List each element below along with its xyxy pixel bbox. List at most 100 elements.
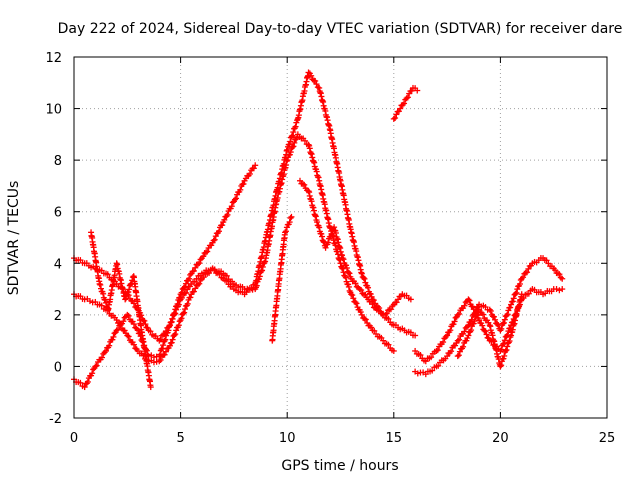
- data-point-interp: [359, 290, 366, 297]
- data-point-interp: [89, 370, 96, 377]
- data-point-interp: [393, 111, 400, 118]
- data-point-interp: [343, 262, 350, 269]
- data-point-interp: [292, 123, 299, 130]
- data-point-interp: [160, 342, 167, 349]
- data-point: [397, 105, 404, 112]
- data-point-interp: [186, 275, 193, 282]
- data-point-interp: [502, 347, 509, 354]
- data-point-interp: [514, 286, 521, 293]
- data-point-interp: [286, 141, 293, 148]
- data-point: [96, 280, 103, 287]
- data-point-interp: [224, 211, 231, 218]
- y-tick-label: 10: [45, 103, 62, 118]
- data-point-interp: [172, 306, 179, 313]
- data-point-interp: [106, 342, 113, 349]
- data-point-interp: [290, 143, 297, 150]
- data-point-interp: [287, 149, 294, 156]
- data-point-interp: [132, 324, 139, 331]
- data-point-interp: [100, 290, 107, 297]
- data-point-interp: [197, 277, 204, 284]
- data-point-interp: [512, 290, 519, 297]
- data-point-interp: [169, 336, 176, 343]
- data-point-interp: [125, 333, 132, 340]
- data-point-interp: [110, 333, 117, 340]
- data-point-interp: [194, 261, 201, 268]
- data-point-interp: [159, 345, 166, 352]
- data-point: [122, 296, 129, 303]
- data-point-interp: [121, 327, 128, 334]
- data-point-interp: [429, 367, 436, 374]
- data-point-interp: [487, 308, 494, 315]
- data-point-interp: [86, 298, 93, 305]
- data-point-interp: [114, 326, 121, 333]
- data-point-interp: [468, 316, 475, 323]
- data-point-interp: [163, 332, 170, 339]
- data-point-interp: [342, 274, 349, 281]
- data-point-interp: [352, 299, 359, 306]
- data-point: [465, 322, 472, 329]
- data-point-interp: [165, 327, 172, 334]
- data-point: [454, 311, 461, 318]
- data-point: [414, 87, 421, 94]
- data-point-interp: [231, 196, 238, 203]
- data-point-interp: [353, 300, 360, 307]
- data-point-interp: [240, 180, 247, 187]
- data-point-interp: [157, 351, 164, 358]
- data-point: [166, 342, 173, 349]
- data-point-interp: [237, 186, 244, 193]
- data-point: [358, 270, 365, 277]
- data-point: [559, 275, 566, 282]
- y-tick-label: 4: [54, 257, 62, 272]
- data-point-interp: [325, 239, 332, 246]
- data-point: [252, 162, 259, 169]
- data-point-interp: [190, 288, 197, 295]
- data-point-interp: [215, 228, 222, 235]
- data-point-interp: [192, 264, 199, 271]
- data-point-interp: [434, 347, 441, 354]
- data-point-interp: [316, 224, 323, 231]
- data-point-interp: [125, 312, 132, 319]
- data-point-interp: [126, 286, 133, 293]
- data-point-interp: [401, 100, 408, 107]
- data-point: [92, 363, 99, 370]
- data-point-interp: [361, 275, 368, 282]
- data-point-interp: [187, 271, 194, 278]
- data-point-interp: [253, 282, 260, 289]
- data-point-interp: [130, 341, 137, 348]
- data-point-interp: [228, 203, 235, 210]
- y-tick-label: 0: [54, 360, 62, 375]
- data-point: [296, 177, 303, 184]
- data-point-interp: [196, 280, 203, 287]
- data-point-interp: [190, 267, 197, 274]
- x-tick-label: 15: [386, 431, 403, 446]
- data-point: [358, 311, 365, 318]
- data-point-interp: [132, 345, 139, 352]
- data-point: [322, 244, 329, 251]
- data-point-interp: [450, 321, 457, 328]
- data-point-interp: [447, 327, 454, 334]
- data-point-interp: [147, 328, 154, 335]
- data-point: [156, 337, 163, 344]
- data-point: [412, 332, 419, 339]
- data-point-interp: [368, 324, 375, 331]
- data-point-interp: [417, 352, 424, 359]
- data-point: [156, 358, 163, 365]
- data-point-interp: [208, 242, 215, 249]
- data-point-interp: [287, 138, 294, 145]
- data-point-interp: [256, 273, 263, 280]
- data-point: [348, 291, 355, 298]
- data-point-interp: [211, 236, 218, 243]
- data-point-interp: [258, 268, 265, 275]
- data-point: [476, 306, 483, 313]
- data-point-interp: [362, 316, 369, 323]
- data-point-interp: [200, 274, 207, 281]
- data-point-interp: [173, 327, 180, 334]
- data-point-interp: [435, 362, 442, 369]
- data-point-interp: [187, 294, 194, 301]
- data-point-interp: [233, 195, 240, 202]
- x-tick-label: 0: [70, 431, 78, 446]
- x-tick-label: 25: [599, 431, 616, 446]
- data-point-interp: [520, 274, 527, 281]
- data-point-interp: [166, 323, 173, 330]
- data-point-interp: [168, 339, 175, 346]
